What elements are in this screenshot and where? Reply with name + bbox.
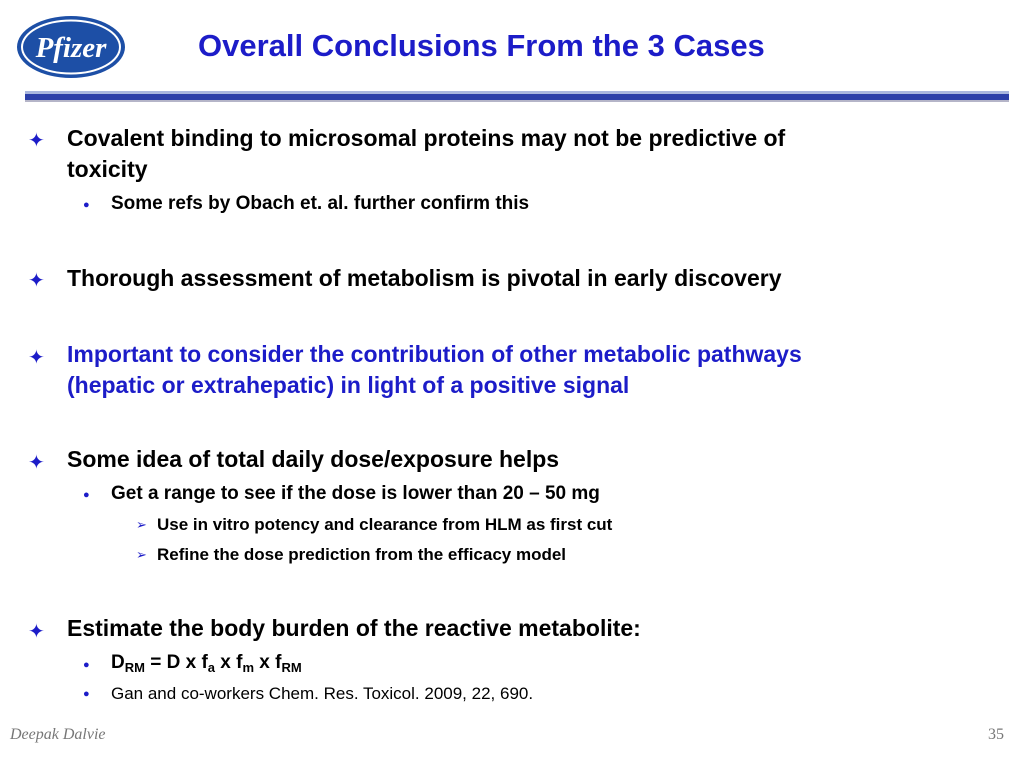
bullet-4-subsub-1: Use in vitro potency and clearance from … [157,515,613,534]
bullet-3-line-1: Important to consider the contribution o… [67,341,802,367]
title-divider [25,91,1009,103]
bullet-4-sub-1: Get a range to see if the dose is lower … [111,483,600,504]
bullet-1-sub-1: Some refs by Obach et. al. further confi… [111,193,530,214]
logo-wordmark: Pfizer [35,32,108,64]
bullet-4-subsub-2: Refine the dose prediction from the effi… [157,545,567,564]
diamond-star-icon: ✦ [28,347,45,369]
diamond-star-icon: ✦ [28,270,45,292]
bullet-2-line-1: Thorough assessment of metabolism is piv… [67,265,782,291]
diamond-star-icon: ✦ [28,130,45,152]
arrow-bullet-icon: ➢ [136,517,147,532]
dot-bullet-icon: ● [83,489,90,501]
page-number: 35 [988,726,1004,743]
diamond-star-icon: ✦ [28,452,45,474]
diamond-star-icon: ✦ [28,621,45,643]
bullet-3-line-2: (hepatic or extrahepatic) in light of a … [67,372,630,398]
dot-bullet-icon: ● [83,688,90,700]
literature-reference: Gan and co-workers Chem. Res. Toxicol. 2… [111,684,534,703]
pfizer-logo: Pfizer [14,13,128,81]
dot-bullet-icon: ● [83,199,90,211]
dot-bullet-icon: ● [83,659,90,671]
footer-author: Deepak Dalvie [10,726,106,743]
arrow-bullet-icon: ➢ [136,547,147,562]
page-title: Overall Conclusions From the 3 Cases [198,28,765,63]
bullet-5-line-1: Estimate the body burden of the reactive… [67,615,641,641]
bullet-4-line-1: Some idea of total daily dose/exposure h… [67,446,560,472]
bullet-1-line-1: Covalent binding to microsomal proteins … [67,125,786,151]
bullet-1-line-2: toxicity [67,156,148,182]
body-burden-formula: DRM = D x fa x fm x fRM [111,652,302,675]
